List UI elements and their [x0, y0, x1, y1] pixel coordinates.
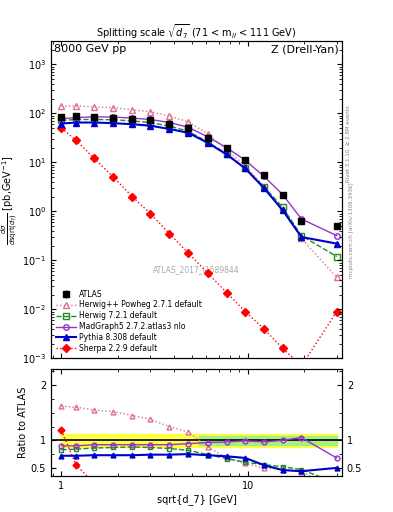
Herwig 7.2.1 default	[130, 118, 135, 124]
MadGraph5 2.7.2.atlas3 nlo	[74, 115, 79, 121]
Herwig 7.2.1 default	[206, 139, 210, 145]
MadGraph5 2.7.2.atlas3 nlo	[186, 124, 191, 131]
Sherpa 2.2.9 default	[261, 326, 266, 332]
MadGraph5 2.7.2.atlas3 nlo	[92, 114, 97, 120]
Herwig++ Powheg 2.7.1 default	[206, 131, 210, 137]
Sherpa 2.2.9 default	[280, 345, 285, 351]
Pythia 8.308 default	[148, 122, 153, 129]
MadGraph5 2.7.2.atlas3 nlo	[334, 232, 339, 239]
Pythia 8.308 default	[130, 121, 135, 127]
Herwig++ Powheg 2.7.1 default	[261, 183, 266, 189]
Herwig++ Powheg 2.7.1 default	[186, 119, 191, 125]
Herwig 7.2.1 default	[334, 253, 339, 260]
Herwig 7.2.1 default	[224, 151, 229, 157]
Line: Sherpa 2.2.9 default: Sherpa 2.2.9 default	[59, 125, 340, 369]
Legend: ATLAS, Herwig++ Powheg 2.7.1 default, Herwig 7.2.1 default, MadGraph5 2.7.2.atla: ATLAS, Herwig++ Powheg 2.7.1 default, He…	[55, 288, 204, 355]
Sherpa 2.2.9 default	[74, 137, 79, 143]
Herwig++ Powheg 2.7.1 default	[334, 274, 339, 281]
Sherpa 2.2.9 default	[206, 270, 210, 276]
X-axis label: sqrt{d_7} [GeV]: sqrt{d_7} [GeV]	[156, 494, 237, 505]
Line: Herwig++ Powheg 2.7.1 default: Herwig++ Powheg 2.7.1 default	[59, 103, 340, 280]
Sherpa 2.2.9 default	[224, 290, 229, 296]
Sherpa 2.2.9 default	[92, 156, 97, 162]
Bar	[199, 434, 337, 447]
Text: 8000 GeV pp: 8000 GeV pp	[54, 44, 126, 54]
Text: Z (Drell-Yan): Z (Drell-Yan)	[271, 44, 339, 54]
Line: MadGraph5 2.7.2.atlas3 nlo: MadGraph5 2.7.2.atlas3 nlo	[59, 114, 340, 239]
Herwig++ Powheg 2.7.1 default	[224, 147, 229, 153]
MadGraph5 2.7.2.atlas3 nlo	[261, 173, 266, 179]
Herwig 7.2.1 default	[59, 117, 64, 123]
Title: Splitting scale $\sqrt{d_7}$ (71 < m$_{ll}$ < 111 GeV): Splitting scale $\sqrt{d_7}$ (71 < m$_{l…	[96, 22, 297, 41]
Herwig 7.2.1 default	[167, 123, 172, 129]
Herwig++ Powheg 2.7.1 default	[59, 103, 64, 109]
Pythia 8.308 default	[224, 152, 229, 158]
Pythia 8.308 default	[334, 241, 339, 247]
Sherpa 2.2.9 default	[334, 309, 339, 315]
Herwig++ Powheg 2.7.1 default	[299, 236, 304, 242]
MadGraph5 2.7.2.atlas3 nlo	[130, 115, 135, 121]
Herwig++ Powheg 2.7.1 default	[92, 104, 97, 110]
Sherpa 2.2.9 default	[130, 194, 135, 200]
Herwig++ Powheg 2.7.1 default	[280, 206, 285, 212]
Line: Herwig 7.2.1 default: Herwig 7.2.1 default	[59, 117, 340, 259]
Herwig 7.2.1 default	[74, 116, 79, 122]
Herwig 7.2.1 default	[299, 232, 304, 239]
Text: ATLAS_2017_I1589844: ATLAS_2017_I1589844	[153, 265, 240, 274]
Herwig++ Powheg 2.7.1 default	[148, 109, 153, 115]
MadGraph5 2.7.2.atlas3 nlo	[111, 114, 116, 120]
Text: mcplots.cern.ch [arXiv:1306.3436]: mcplots.cern.ch [arXiv:1306.3436]	[349, 183, 354, 278]
MadGraph5 2.7.2.atlas3 nlo	[280, 191, 285, 198]
Herwig 7.2.1 default	[186, 128, 191, 134]
Pythia 8.308 default	[111, 120, 116, 126]
Pythia 8.308 default	[243, 165, 248, 172]
Herwig 7.2.1 default	[243, 165, 248, 172]
MadGraph5 2.7.2.atlas3 nlo	[167, 119, 172, 125]
Pythia 8.308 default	[92, 119, 97, 125]
Bar	[61, 434, 199, 447]
Text: Rivet 3.1.10, ≥ 2.8M events: Rivet 3.1.10, ≥ 2.8M events	[345, 105, 350, 182]
Pythia 8.308 default	[59, 120, 64, 126]
Sherpa 2.2.9 default	[148, 210, 153, 217]
Y-axis label: Ratio to ATLAS: Ratio to ATLAS	[18, 387, 28, 458]
Herwig 7.2.1 default	[92, 116, 97, 122]
Pythia 8.308 default	[186, 130, 191, 136]
MadGraph5 2.7.2.atlas3 nlo	[299, 216, 304, 222]
Pythia 8.308 default	[206, 140, 210, 146]
MadGraph5 2.7.2.atlas3 nlo	[148, 116, 153, 122]
MadGraph5 2.7.2.atlas3 nlo	[206, 134, 210, 140]
Herwig 7.2.1 default	[280, 204, 285, 210]
MadGraph5 2.7.2.atlas3 nlo	[243, 157, 248, 163]
Sherpa 2.2.9 default	[243, 309, 248, 315]
Herwig++ Powheg 2.7.1 default	[74, 103, 79, 109]
Y-axis label: $\frac{d\sigma}{d\mathrm{sqrt}(d_7)}$ [pb,GeV$^{-1}$]: $\frac{d\sigma}{d\mathrm{sqrt}(d_7)}$ [p…	[0, 155, 20, 245]
Herwig 7.2.1 default	[148, 119, 153, 125]
Pythia 8.308 default	[167, 126, 172, 132]
Sherpa 2.2.9 default	[186, 250, 191, 257]
Herwig++ Powheg 2.7.1 default	[111, 104, 116, 111]
MadGraph5 2.7.2.atlas3 nlo	[224, 144, 229, 151]
Herwig++ Powheg 2.7.1 default	[167, 113, 172, 119]
Pythia 8.308 default	[280, 207, 285, 214]
Sherpa 2.2.9 default	[299, 363, 304, 369]
Sherpa 2.2.9 default	[59, 125, 64, 131]
Line: Pythia 8.308 default: Pythia 8.308 default	[59, 120, 340, 246]
Herwig 7.2.1 default	[261, 183, 266, 189]
Bar	[199, 436, 337, 445]
Pythia 8.308 default	[74, 119, 79, 125]
Herwig++ Powheg 2.7.1 default	[130, 107, 135, 113]
Pythia 8.308 default	[261, 185, 266, 191]
Herwig 7.2.1 default	[111, 117, 116, 123]
Sherpa 2.2.9 default	[167, 230, 172, 237]
Herwig++ Powheg 2.7.1 default	[243, 163, 248, 169]
MadGraph5 2.7.2.atlas3 nlo	[59, 116, 64, 122]
Sherpa 2.2.9 default	[111, 174, 116, 180]
Pythia 8.308 default	[299, 234, 304, 240]
